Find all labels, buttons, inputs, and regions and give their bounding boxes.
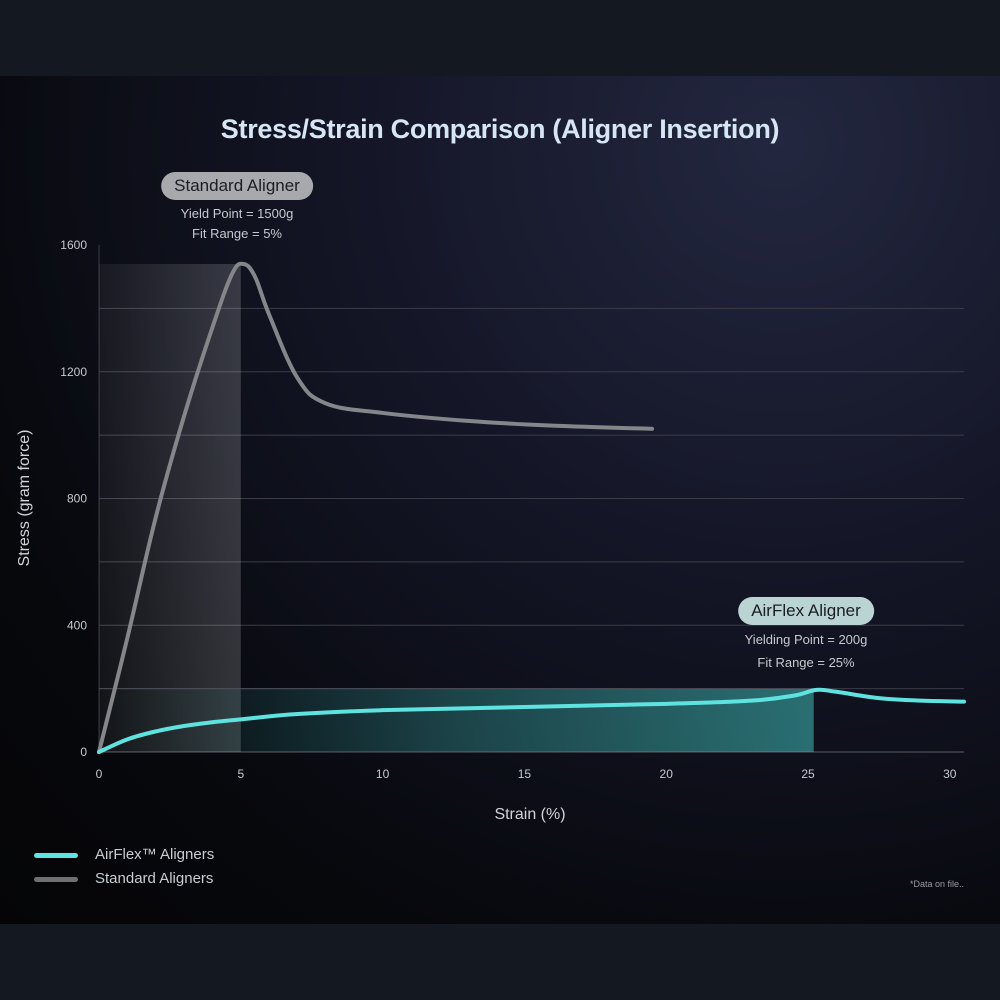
x-tick-label: 20: [660, 767, 674, 781]
x-tick-label: 0: [96, 767, 103, 781]
legend-swatch-airflex: [34, 853, 78, 858]
y-tick-label: 1600: [60, 238, 87, 252]
standard-fit-note: Fit Range = 5%: [192, 226, 282, 241]
series-line-standard: [97, 261, 655, 754]
x-tick-label: 25: [801, 767, 815, 781]
legend-label-airflex: AirFlex™ Aligners: [95, 846, 215, 863]
x-tick-label: 15: [518, 767, 532, 781]
legend-label-standard: Standard Aligners: [95, 870, 214, 887]
footnote: *Data on file..: [909, 879, 964, 889]
y-tick-label: 400: [67, 618, 87, 632]
y-axis-label: Stress (gram force): [16, 429, 33, 567]
chart-title: Stress/Strain Comparison (Aligner Insert…: [220, 114, 780, 144]
airflex-yield-note: Yielding Point = 200g: [744, 632, 868, 647]
legend-swatch-standard: [34, 877, 78, 882]
x-tick-label: 5: [237, 767, 244, 781]
x-tick-label: 30: [943, 767, 957, 781]
x-tick-label: 10: [376, 767, 390, 781]
standard-yield-note: Yield Point = 1500g: [180, 206, 294, 221]
x-axis-label: Strain (%): [494, 806, 566, 823]
standard-aligner-annotation-label: Standard Aligner: [161, 172, 313, 200]
y-tick-label: 0: [80, 745, 87, 759]
series-line-airflex: [97, 687, 966, 754]
airflex-aligner-annotation-label: AirFlex Aligner: [738, 597, 874, 625]
y-tick-label: 1200: [60, 365, 87, 379]
airflex-fit-range-region: [99, 688, 814, 752]
airflex-fit-note: Fit Range = 25%: [757, 655, 855, 670]
standard-fit-range-region: [99, 264, 241, 752]
y-tick-label: 800: [67, 492, 87, 506]
